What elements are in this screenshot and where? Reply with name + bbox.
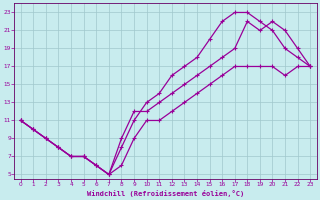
X-axis label: Windchill (Refroidissement éolien,°C): Windchill (Refroidissement éolien,°C) — [87, 190, 244, 197]
